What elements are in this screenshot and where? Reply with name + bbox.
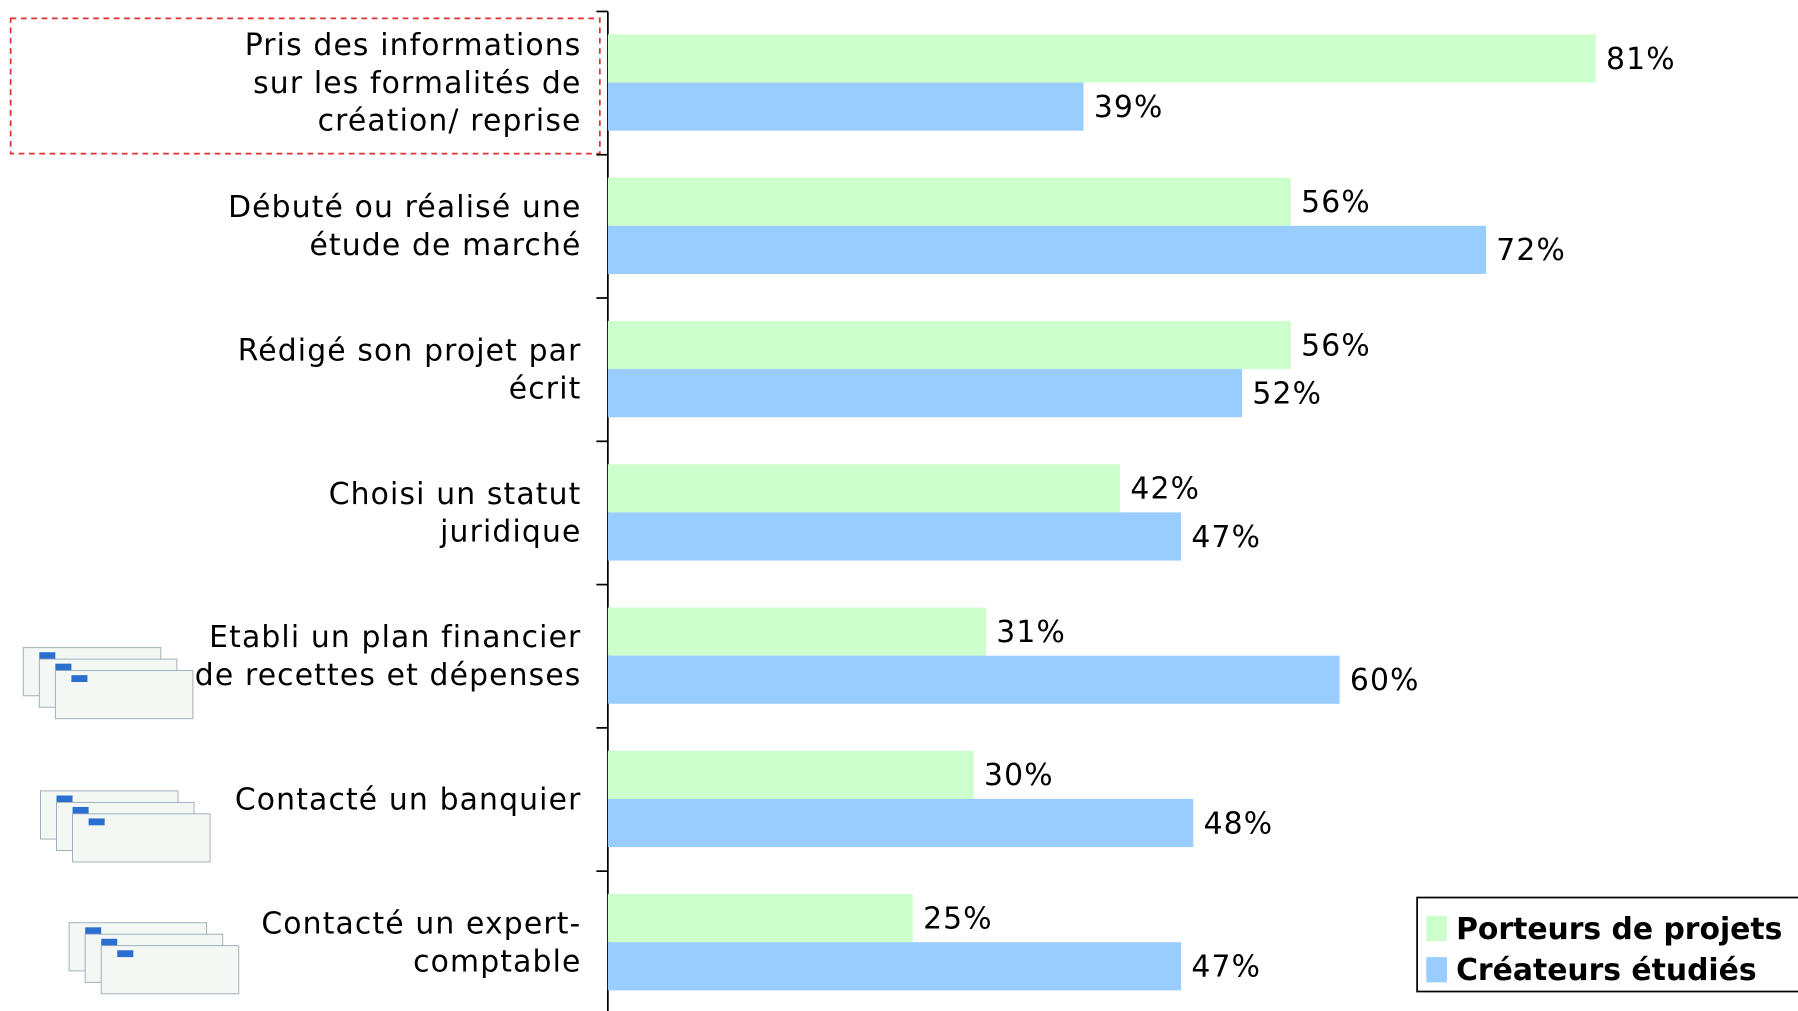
bar xyxy=(608,321,1291,369)
value-label: 52% xyxy=(1252,376,1322,411)
bar xyxy=(608,464,1120,512)
note-mark xyxy=(85,927,101,934)
legend-swatch xyxy=(1426,916,1447,941)
note-mark xyxy=(39,652,55,659)
category-label: comptable xyxy=(413,944,581,979)
bar xyxy=(608,178,1291,226)
category-label: étude de marché xyxy=(309,228,581,263)
legend-label: Créateurs étudiés xyxy=(1456,953,1757,988)
category-label: juridique xyxy=(439,515,581,550)
value-label: 56% xyxy=(1301,185,1371,220)
euro-icon xyxy=(69,923,239,994)
category-label: Choisi un statut xyxy=(329,477,582,512)
value-label: 72% xyxy=(1496,233,1566,268)
bar xyxy=(608,369,1242,417)
category-label: Contacté un expert- xyxy=(261,907,581,942)
note-mark xyxy=(117,950,133,957)
bar xyxy=(608,608,986,656)
value-label: 30% xyxy=(984,758,1054,793)
bar xyxy=(608,226,1486,274)
bar xyxy=(608,656,1340,704)
value-label: 42% xyxy=(1130,472,1200,507)
bar xyxy=(608,751,974,799)
bar xyxy=(608,83,1084,131)
category-label: Rédigé son projet par xyxy=(238,333,582,368)
value-label: 39% xyxy=(1094,90,1164,125)
euro-icon xyxy=(23,648,193,719)
note-mark xyxy=(101,939,117,946)
category-label: Contacté un banquier xyxy=(235,782,582,817)
bar xyxy=(608,942,1181,990)
category-label: Débuté ou réalisé une xyxy=(228,190,581,225)
value-label: 60% xyxy=(1350,663,1420,698)
note-mark xyxy=(57,796,73,803)
value-label: 47% xyxy=(1191,520,1261,555)
note-mark xyxy=(73,807,89,814)
category-label: Etabli un plan financier xyxy=(209,620,581,655)
category-label: sur les formalités de xyxy=(253,66,581,101)
category-label: de recettes et dépenses xyxy=(195,658,582,693)
bar xyxy=(608,512,1181,560)
category-label: écrit xyxy=(509,371,582,406)
chart: Pris des informationssur les formalités … xyxy=(0,0,1798,1011)
bar xyxy=(608,894,913,942)
legend-label: Porteurs de projets xyxy=(1456,912,1782,947)
note-mark xyxy=(71,675,87,682)
note-mark xyxy=(89,818,105,825)
legend-swatch xyxy=(1426,957,1447,982)
note-mark xyxy=(55,664,71,671)
value-label: 81% xyxy=(1606,42,1676,77)
value-label: 31% xyxy=(996,615,1066,650)
value-label: 47% xyxy=(1191,950,1261,985)
category-label: création/ reprise xyxy=(318,104,582,139)
bar xyxy=(608,799,1193,847)
category-label: Pris des informations xyxy=(245,28,582,63)
value-label: 48% xyxy=(1204,806,1274,841)
bar xyxy=(608,34,1596,82)
value-label: 56% xyxy=(1301,328,1371,363)
euro-icon xyxy=(40,791,210,862)
value-label: 25% xyxy=(923,901,993,936)
